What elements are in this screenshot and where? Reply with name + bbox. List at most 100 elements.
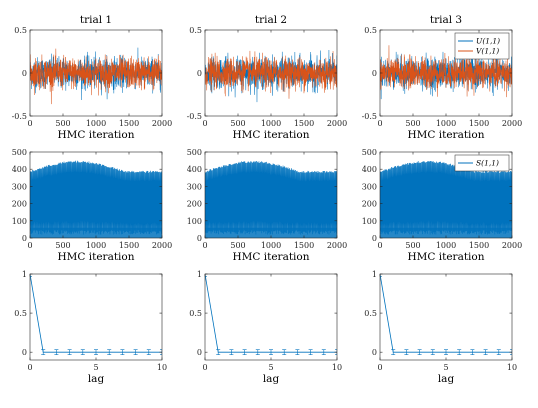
- y-tick-label: 100: [187, 217, 202, 226]
- plot-area: [380, 274, 512, 355]
- x-tick-label: 2000: [502, 119, 522, 128]
- x-tick-label: 1000: [86, 241, 106, 250]
- panel-r3-c1: 0 5 10 0 0.5 1 lag: [14, 270, 167, 385]
- y-tick-label: 100: [362, 217, 377, 226]
- x-tick-label: 2000: [152, 119, 172, 128]
- y-tick-label: 500: [187, 148, 202, 157]
- series-S-low-band: [205, 227, 337, 238]
- y-tick-label: 0: [22, 234, 27, 243]
- x-tick-label: 1500: [119, 241, 139, 250]
- series-S-line: [205, 160, 337, 235]
- panel-r3-c2: 0 5 10 0 0.5 1 lag: [189, 270, 342, 385]
- y-tick-label: 300: [187, 182, 202, 191]
- x-tick-label: 1000: [261, 119, 281, 128]
- y-tick-label: 0: [372, 69, 377, 78]
- plot-area: [30, 160, 162, 238]
- x-tick-label: 500: [230, 241, 245, 250]
- x-tick-label: 500: [405, 119, 420, 128]
- x-axis-label: HMC iteration: [407, 129, 484, 141]
- y-tick-label: 0.5: [14, 26, 27, 35]
- x-axis-label: HMC iteration: [232, 129, 309, 141]
- y-tick-label: 1: [372, 270, 377, 279]
- panel-title: trial 2: [255, 14, 287, 26]
- x-tick-label: 2000: [327, 241, 347, 250]
- x-tick-label: 2000: [152, 241, 172, 250]
- series-V-line: [380, 45, 512, 98]
- y-tick-label: 0: [372, 348, 377, 357]
- x-axis-label: HMC iteration: [232, 251, 309, 263]
- x-tick-label: 1000: [436, 241, 456, 250]
- y-tick-label: 1: [197, 270, 202, 279]
- plot-area: [380, 45, 512, 100]
- x-tick-label: 1000: [261, 241, 281, 250]
- x-tick-label: 1000: [436, 119, 456, 128]
- y-tick-label: 0: [197, 234, 202, 243]
- series-V-line: [205, 50, 337, 99]
- y-tick-label: -0.5: [362, 112, 377, 121]
- x-axis-label: HMC iteration: [407, 251, 484, 263]
- plot-area: [380, 160, 512, 238]
- x-tick-label: 0: [377, 241, 382, 250]
- panel-title: trial 1: [80, 14, 112, 26]
- plot-area: [30, 274, 162, 355]
- y-tick-label: 500: [362, 148, 377, 157]
- plot-area: [205, 274, 337, 355]
- series-S-low-band: [380, 227, 512, 238]
- x-tick-label: 5: [268, 363, 273, 372]
- x-tick-label: 1500: [294, 119, 314, 128]
- legend-box: [454, 32, 510, 60]
- x-axis-label: HMC iteration: [57, 251, 134, 263]
- x-tick-label: 500: [230, 119, 245, 128]
- y-tick-label: 0: [197, 69, 202, 78]
- y-tick-label: 0: [22, 69, 27, 78]
- plot-area: [30, 47, 162, 105]
- y-tick-label: 0.5: [364, 309, 377, 318]
- y-tick-label: 0.5: [189, 309, 202, 318]
- y-tick-label: 0: [372, 234, 377, 243]
- legend-box: [454, 154, 510, 172]
- y-tick-label: 400: [187, 165, 202, 174]
- x-tick-label: 1500: [469, 241, 489, 250]
- x-tick-label: 0: [27, 119, 32, 128]
- panel-r3-c3: 0 5 10 0 0.5 1 lag: [364, 270, 517, 385]
- x-tick-label: 500: [405, 241, 420, 250]
- x-tick-label: 2000: [327, 119, 347, 128]
- y-tick-label: 500: [12, 148, 27, 157]
- y-tick-label: 1: [22, 270, 27, 279]
- x-tick-label: 0: [27, 241, 32, 250]
- y-tick-label: 0.5: [189, 26, 202, 35]
- y-tick-label: 300: [12, 182, 27, 191]
- x-tick-label: 10: [332, 363, 342, 372]
- y-tick-label: 100: [12, 217, 27, 226]
- y-tick-label: -0.5: [12, 112, 27, 121]
- y-tick-label: 0.5: [364, 26, 377, 35]
- x-tick-label: 1500: [469, 119, 489, 128]
- x-tick-label: 0: [377, 363, 382, 372]
- x-tick-label: 500: [55, 241, 70, 250]
- y-tick-label: 400: [12, 165, 27, 174]
- x-tick-label: 2000: [502, 241, 522, 250]
- x-tick-label: 10: [157, 363, 167, 372]
- x-axis-label: HMC iteration: [57, 129, 134, 141]
- y-tick-label: -0.5: [187, 112, 202, 121]
- x-tick-label: 5: [443, 363, 448, 372]
- plot-area: [205, 160, 337, 238]
- y-tick-label: 300: [362, 182, 377, 191]
- x-axis-label: lag: [263, 373, 280, 385]
- x-tick-label: 0: [202, 363, 207, 372]
- y-tick-label: 200: [187, 200, 202, 209]
- x-tick-label: 5: [93, 363, 98, 372]
- legend-label: S(1,1): [476, 159, 499, 168]
- series-S-line: [380, 160, 512, 235]
- plot-area: [205, 50, 337, 103]
- x-tick-label: 500: [55, 119, 70, 128]
- x-tick-label: 0: [377, 119, 382, 128]
- x-tick-label: 1500: [119, 119, 139, 128]
